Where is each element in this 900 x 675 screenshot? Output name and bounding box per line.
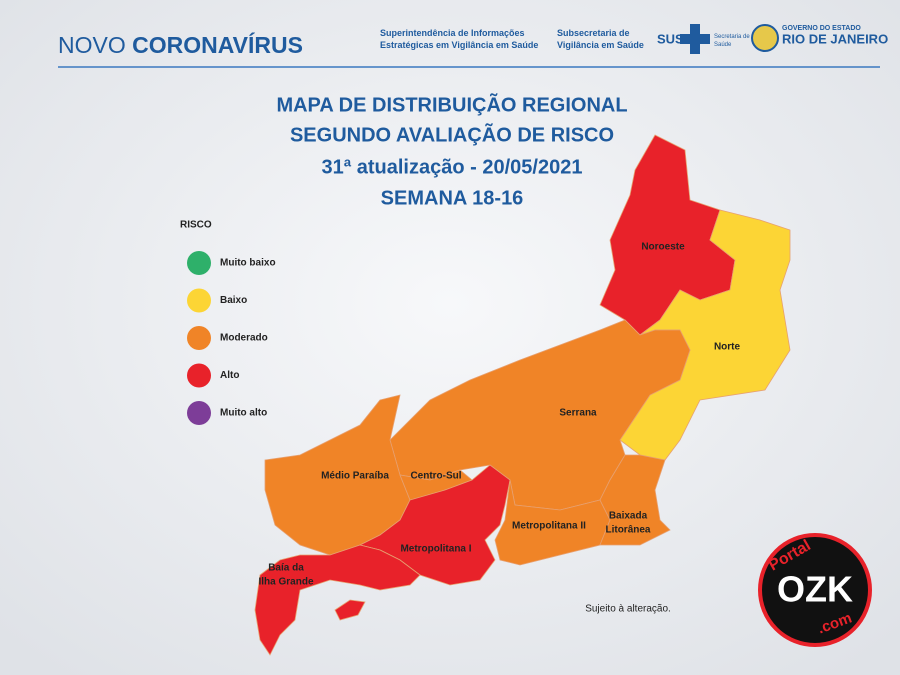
map: Noroeste Norte Serrana Médio Paraíba Centro-…: [254, 134, 791, 656]
title-line: MAPA DE DISTRIBUIÇÃO REGIONAL: [276, 93, 627, 116]
watermark-badge: [758, 533, 872, 647]
region-label: Baía da: [268, 563, 304, 574]
org-line: Vigilância em Saúde: [557, 40, 644, 50]
region: [358, 464, 511, 586]
legend-label: Moderado: [220, 333, 268, 344]
legend-swatch: [187, 251, 211, 275]
region-label: Médio Paraíba: [321, 471, 389, 482]
legend-label: Alto: [220, 370, 239, 381]
legend-swatch: [187, 363, 211, 388]
gov-label: GOVERNO DO ESTADO: [782, 25, 861, 32]
region-label: Centro-Sul: [410, 471, 461, 482]
region-label: Noroeste: [641, 242, 685, 253]
region: [254, 544, 421, 656]
header: NOVO CORONAVÍRUS Superintendência de Inf…: [58, 24, 888, 68]
region: [599, 454, 671, 546]
legend-label: Baixo: [220, 295, 247, 306]
legend-title: RISCO: [180, 220, 212, 231]
watermark-main: OZK: [777, 569, 853, 610]
title-line: 31ª atualização - 20/05/2021: [322, 156, 583, 178]
org-line: Subsecretaria de: [557, 28, 630, 38]
legend-swatch: [187, 288, 211, 313]
note: Sujeito à alteração.: [585, 604, 671, 615]
sec-line: Saúde: [714, 42, 732, 48]
region-label: Metropolitana II: [512, 521, 586, 532]
state-label: RIO DE JANEIRO: [782, 31, 888, 46]
org-1: Superintendência de Informações Estratégi…: [380, 28, 538, 50]
legend-swatch: [187, 326, 211, 350]
org-2: Subsecretaria de Vigilância em Saúde: [557, 28, 644, 50]
org-line: Superintendência de Informações: [380, 28, 525, 38]
region-label: Litorânea: [605, 525, 650, 536]
brand-light: NOVO: [58, 32, 126, 58]
sus-logo: SUS: [657, 31, 684, 46]
secretaria: Secretaria de Saúde: [714, 34, 750, 48]
state-seal: [751, 24, 779, 52]
legend-label: Muito alto: [220, 408, 267, 419]
legend: RISCO Muito baixo Baixo Moderado Alto Muito …: [180, 220, 276, 425]
legend-swatch: [187, 401, 211, 425]
region: [494, 479, 611, 566]
legend-label: Muito baixo: [220, 258, 276, 269]
region-label: Metropolitana I: [400, 544, 471, 555]
title-line: SEMANA 18-16: [381, 187, 524, 209]
brand-bold: CORONAVÍRUS: [132, 31, 303, 58]
region-label: Ilha Grande: [258, 577, 313, 588]
brand: NOVO CORONAVÍRUS: [58, 31, 303, 58]
sus-cross: [680, 24, 710, 54]
region-label: Serrana: [559, 408, 597, 419]
region-label: Baixada: [609, 511, 648, 522]
region-label: Norte: [714, 342, 741, 353]
sec-line: Secretaria de: [714, 34, 750, 40]
watermark: Portal OZK .com: [758, 533, 872, 647]
org-line: Estratégicas em Vigilância em Saúde: [380, 40, 538, 50]
island: [334, 599, 366, 621]
title-line: SEGUNDO AVALIAÇÃO DE RISCO: [290, 123, 614, 146]
